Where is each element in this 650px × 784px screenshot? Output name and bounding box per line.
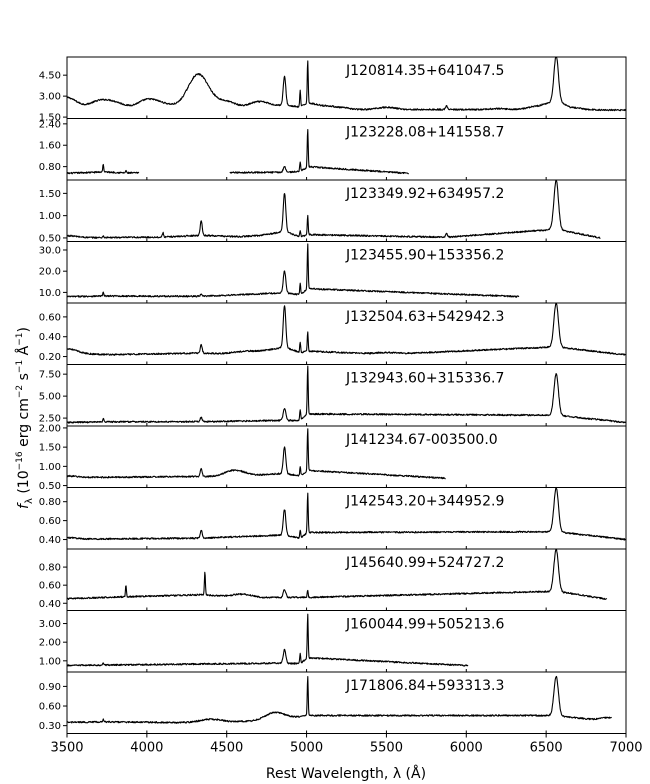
spectrum-panel: 1.00 2.00 3.00 J160044.99+505213.6: [39, 610, 627, 673]
panel-title: J132943.60+315336.7: [345, 371, 504, 387]
y-tick-label: 1.50: [39, 443, 61, 454]
y-tick-label: 0.80: [39, 563, 61, 574]
spectrum-panel: 10.0 20.0 30.0 J123455.90+153356.2: [39, 241, 627, 304]
panel-title: J142543.20+344952.9: [345, 494, 504, 510]
x-tick-label: 5500: [370, 741, 403, 756]
x-tick-label: 6500: [530, 741, 563, 756]
y-tick-label: 2.00: [39, 423, 61, 434]
spectrum-line: [66, 163, 140, 175]
y-tick-label: 0.40: [39, 599, 61, 610]
x-axis-label: Rest Wavelength, λ (Å): [266, 765, 426, 782]
spectrum-line: [66, 56, 627, 112]
y-tick-label: 1.60: [39, 141, 61, 152]
spectrum-panel: 0.80 1.60 2.40 J123228.08+141558.7: [39, 118, 627, 181]
y-tick-label: 3.00: [39, 619, 61, 630]
panel-stack: 1.50 3.00 4.50 J120814.35+641047.5 0.80 1.60 2…: [39, 56, 627, 734]
x-tick-label: 6000: [450, 741, 483, 756]
panel-title: J120814.35+641047.5: [345, 63, 504, 79]
y-tick-label: 0.40: [39, 535, 61, 546]
y-tick-label: 20.0: [39, 267, 61, 278]
y-tick-label: 30.0: [39, 245, 61, 256]
y-tick-label: 0.80: [39, 497, 61, 508]
y-tick-label: 0.40: [39, 332, 61, 343]
x-tick-label: 3500: [50, 741, 83, 756]
y-tick-label: 0.60: [39, 312, 61, 323]
panel-title: J123349.92+634957.2: [345, 186, 504, 202]
y-tick-label: 1.00: [39, 462, 61, 473]
y-tick-label: 7.50: [39, 370, 61, 381]
spectrum-panel: 0.40 0.60 0.80 J145640.99+524727.2: [39, 548, 627, 611]
spectrum-panel: 0.50 1.00 1.50 J123349.92+634957.2: [39, 179, 627, 244]
x-tick-label: 4500: [210, 741, 243, 756]
y-tick-label: 1.50: [39, 189, 61, 200]
y-tick-label: 0.30: [39, 721, 61, 732]
y-axis-label: fλ (10−16 erg cm−2 s−1 Å−1): [15, 327, 35, 509]
panel-title: J123455.90+153356.2: [345, 248, 504, 264]
spectrum-line: [66, 428, 446, 480]
spectrum-line: [66, 548, 608, 601]
y-tick-label: 0.20: [39, 352, 61, 363]
x-tick-label: 5000: [290, 741, 323, 756]
y-tick-label: 1.50: [39, 113, 61, 124]
y-tick-label: 2.40: [39, 119, 61, 130]
y-tick-label: 4.50: [39, 71, 61, 82]
y-tick-label: 0.50: [39, 233, 61, 244]
y-tick-label: 0.60: [39, 702, 61, 713]
spectrum-panel: 0.40 0.60 0.80 J142543.20+344952.9: [39, 486, 627, 550]
panel-title: J123228.08+141558.7: [345, 125, 504, 141]
x-tick-label: 4000: [130, 741, 163, 756]
y-tick-label: 0.80: [39, 162, 61, 173]
panel-frame: [66, 671, 627, 734]
spectrum-panel: 0.50 1.00 1.50 2.00 J141234.67-003500.0: [39, 423, 627, 492]
spectrum-line: [66, 243, 520, 298]
y-tick-label: 0.90: [39, 682, 61, 693]
spectrum-line: [66, 486, 627, 541]
x-axis: 3500 4000 4500 5000 5500 6000 6500 7000: [50, 733, 643, 756]
panel-title: J145640.99+524727.2: [345, 555, 504, 571]
spectrum-panel: 2.50 5.00 7.50 J132943.60+315336.7: [39, 364, 627, 427]
x-tick-label: 7000: [609, 741, 642, 756]
y-tick-label: 0.50: [39, 481, 61, 492]
spectrum-panel: 0.20 0.40 0.60 J132504.63+542942.3: [39, 302, 627, 365]
spectrum-panel: 1.50 3.00 4.50 J120814.35+641047.5: [39, 56, 627, 124]
panel-title: J141234.67-003500.0: [345, 432, 498, 448]
spectrum-panel: 0.30 0.60 0.90 J171806.84+593313.3: [39, 671, 627, 734]
y-tick-label: 0.60: [39, 516, 61, 527]
spectrum-line: [229, 129, 410, 175]
spectrum-line: [66, 365, 627, 424]
spectrum-line: [66, 179, 601, 239]
y-tick-label: 5.00: [39, 392, 61, 403]
panel-title: J160044.99+505213.6: [345, 617, 504, 633]
panel-title: J171806.84+593313.3: [345, 678, 504, 694]
y-tick-label: 2.50: [39, 414, 61, 425]
panel-title: J132504.63+542942.3: [345, 309, 504, 325]
y-tick-label: 10.0: [39, 288, 61, 299]
y-tick-label: 0.60: [39, 581, 61, 592]
y-tick-label: 3.00: [39, 92, 61, 103]
y-tick-label: 1.00: [39, 656, 61, 667]
y-tick-label: 1.00: [39, 211, 61, 222]
spectrum-line: [66, 613, 469, 667]
y-tick-label: 2.00: [39, 638, 61, 649]
spectrum-line: [66, 675, 612, 724]
spectrum-line: [66, 302, 627, 356]
